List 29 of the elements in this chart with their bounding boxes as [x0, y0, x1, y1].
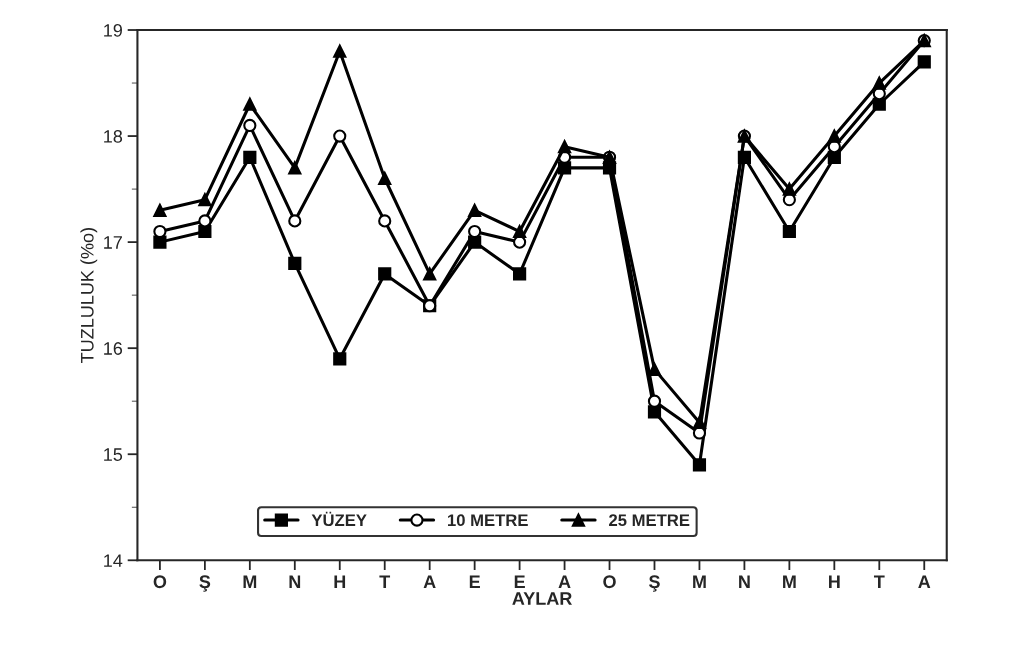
legend-label: YÜZEY [311, 511, 367, 527]
y-tick-label: 18 [104, 130, 123, 143]
x-tick-label: E [514, 575, 525, 588]
legend-label: 10 METRE [448, 514, 528, 527]
x-tick-label: T [873, 575, 885, 588]
legend-label: 25 METRE [609, 514, 690, 527]
x-tick-label: A [918, 575, 931, 588]
y-tick-label: 14 [104, 554, 123, 567]
x-tick-label: H [334, 575, 346, 588]
x-axis-title: AYLAR [512, 592, 572, 605]
y-tick-label: 16 [104, 342, 123, 355]
x-tick-label: A [423, 575, 436, 588]
x-tick-label: T [379, 575, 391, 588]
x-tick-label: M [693, 575, 706, 588]
x-tick-label: O [603, 575, 616, 589]
x-tick-label: O [153, 575, 167, 589]
x-tick-label: M [243, 575, 257, 588]
y-tick-label: 15 [104, 448, 123, 461]
x-tick-label: A [558, 575, 571, 588]
x-tick-label: N [289, 575, 301, 588]
x-tick-label: N [739, 575, 750, 588]
y-tick-label: 17 [104, 236, 122, 249]
x-tick-label: H [829, 575, 840, 588]
x-tick-label: Ş [648, 575, 660, 592]
y-tick-label: 19 [104, 23, 122, 37]
x-tick-label: M [783, 575, 796, 588]
x-tick-label: Ş [199, 575, 211, 592]
x-tick-label: E [469, 575, 480, 588]
y-axis-title: TUZLULUK (%o) [80, 228, 98, 363]
